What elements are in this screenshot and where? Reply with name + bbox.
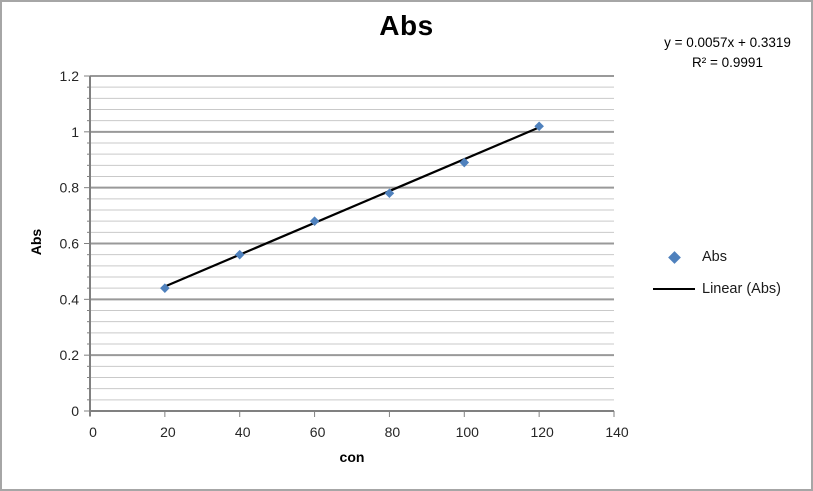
data-point (384, 188, 395, 199)
legend-marker (650, 288, 698, 290)
equation-text: y = 0.0057x + 0.3319 (664, 35, 791, 50)
trendline (164, 126, 540, 288)
y-tick-label: 1.2 (60, 68, 80, 84)
legend-item-linear: Linear (Abs) (650, 273, 781, 305)
x-tick-label: 80 (385, 424, 401, 440)
trendline-equation: y = 0.0057x + 0.3319 R² = 0.9991 (635, 33, 811, 73)
x-tick-label: 140 (605, 424, 629, 440)
x-tick-label: 120 (530, 424, 554, 440)
x-axis-title: con (339, 449, 365, 465)
y-tick-label: 0.4 (60, 291, 80, 307)
trendline-marker-icon (653, 288, 695, 290)
x-tick-label: 40 (235, 424, 251, 440)
r-squared-text: R² = 0.9991 (692, 55, 763, 70)
x-tick-label: 60 (310, 424, 326, 440)
data-point (234, 249, 245, 260)
y-tick-label: 0 (71, 403, 79, 419)
diamond-marker-icon (667, 250, 681, 264)
x-tick-label: 0 (89, 424, 97, 440)
y-tick-label: 0.8 (60, 180, 80, 196)
legend-item-abs: Abs (650, 241, 781, 273)
legend: Abs Linear (Abs) (650, 241, 781, 305)
data-point (309, 216, 320, 226)
y-axis-title: Abs (28, 228, 44, 256)
data-point (534, 121, 544, 132)
legend-label-linear: Linear (Abs) (702, 281, 781, 297)
legend-marker (650, 250, 698, 264)
y-tick-label: 0.2 (60, 347, 80, 363)
chart-title: Abs (379, 10, 434, 41)
x-tick-label: 20 (160, 424, 176, 440)
data-point (459, 157, 470, 168)
legend-label-abs: Abs (702, 249, 727, 265)
y-tick-label: 1 (71, 124, 79, 140)
data-point (160, 283, 170, 293)
x-tick-label: 100 (456, 424, 480, 440)
y-tick-label: 0.6 (60, 236, 80, 252)
